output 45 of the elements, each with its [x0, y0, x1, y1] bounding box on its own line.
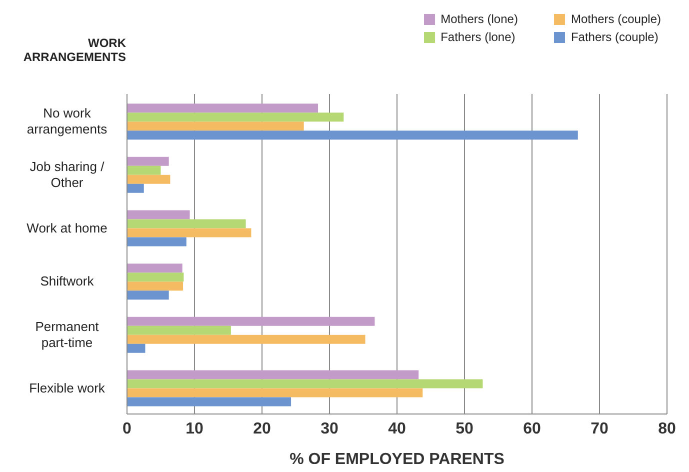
bar [127, 184, 144, 193]
bar [127, 334, 366, 344]
y-tick-label: Permanent part-time [35, 318, 100, 350]
legend-label: Fathers (couple) [570, 30, 658, 44]
bar [127, 326, 231, 335]
y-tick-label: Work at home [26, 220, 108, 235]
bar [127, 122, 304, 131]
bar [127, 174, 170, 184]
x-tick-label: 50 [456, 420, 474, 438]
legend-label: Mothers (lone) [440, 12, 518, 26]
bar [127, 104, 318, 113]
bar [127, 316, 375, 326]
x-tick-label: 80 [658, 420, 676, 438]
bar [127, 130, 578, 140]
y-tick-label: Shiftwork [40, 273, 94, 288]
bar [127, 397, 292, 406]
x-axis-title: % OF EMPLOYED PARENTS [290, 451, 505, 468]
bar [127, 219, 246, 228]
y-tick-label: Job sharing / Other [30, 158, 105, 190]
y-tick-label: No work arrangements [26, 105, 108, 136]
bar [127, 290, 169, 300]
bar [127, 379, 483, 388]
y-axis-title: WORK ARRANGEMENTS [22, 36, 126, 64]
bar [127, 156, 169, 166]
bar [127, 272, 184, 282]
bar [127, 388, 423, 398]
bar [127, 112, 344, 122]
x-tick-label: 20 [253, 420, 271, 438]
bar [127, 237, 186, 246]
x-tick-label: 30 [320, 420, 338, 438]
x-tick-label: 40 [388, 420, 406, 438]
bar [127, 282, 184, 291]
x-tick-label: 70 [590, 420, 608, 438]
bar [127, 264, 182, 273]
bar [127, 228, 252, 238]
x-tick-label: 0 [122, 420, 132, 438]
x-tick-label: 10 [186, 420, 204, 438]
legend-label: Fathers (lone) [440, 30, 516, 44]
bar [127, 210, 190, 220]
bar [127, 370, 419, 380]
bar [127, 344, 146, 353]
legend-label: Mothers (couple) [570, 12, 661, 26]
bar [127, 166, 161, 175]
y-tick-label: Flexible work [29, 380, 106, 395]
x-tick-label: 60 [523, 420, 541, 438]
